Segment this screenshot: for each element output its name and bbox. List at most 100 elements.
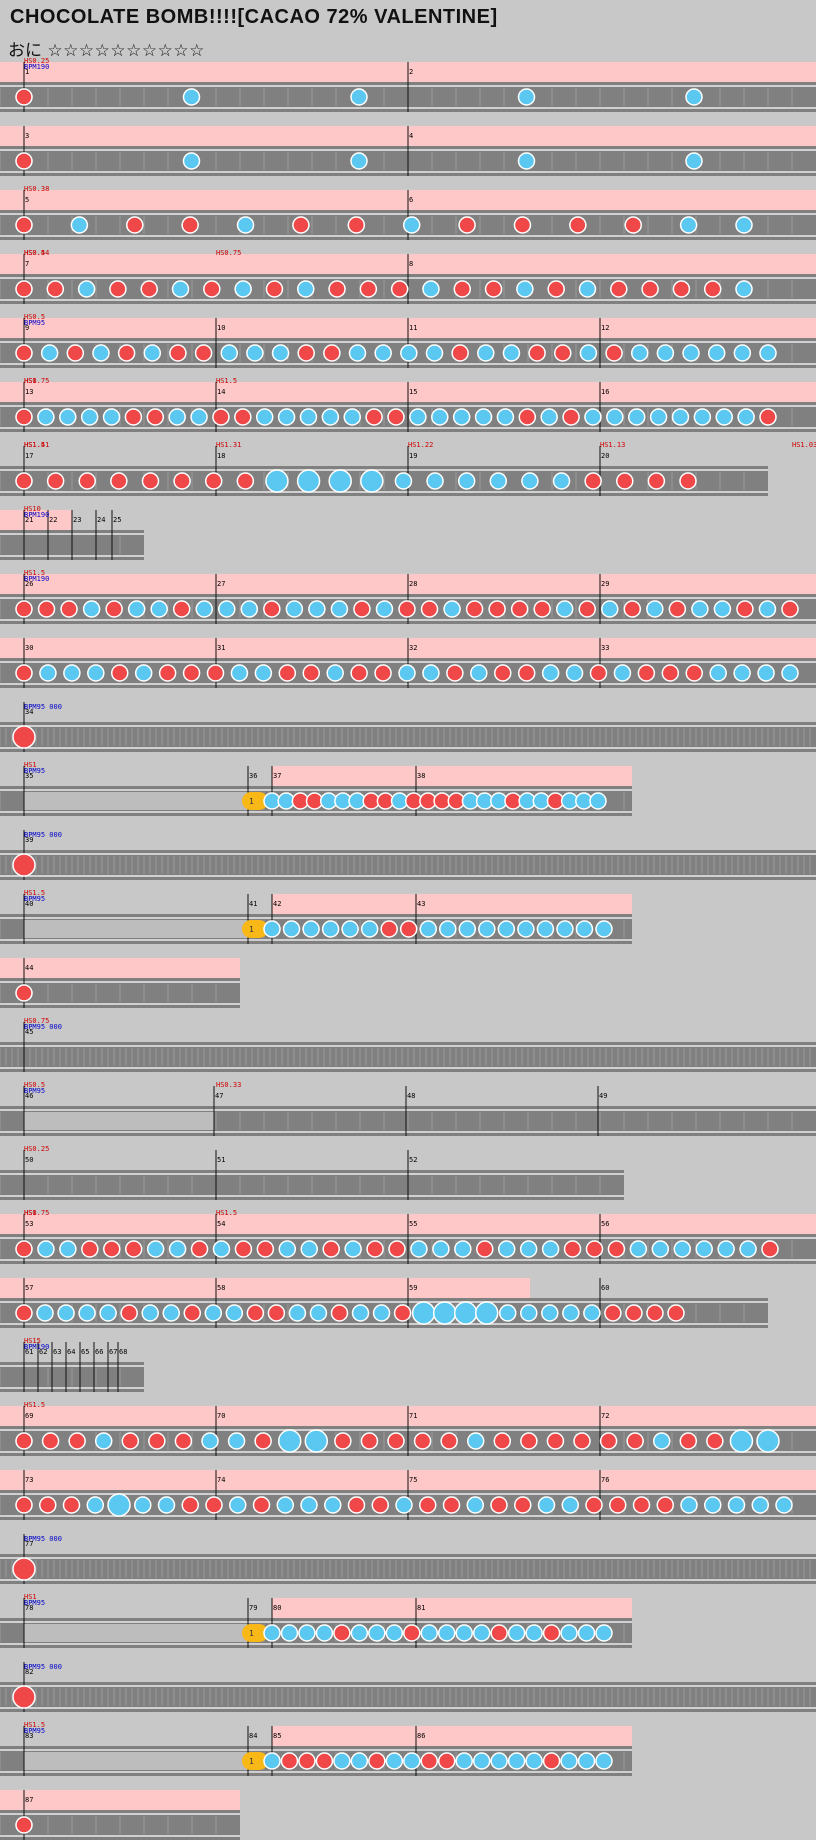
don-note — [15, 216, 33, 234]
don-note — [120, 1304, 138, 1322]
don-note — [111, 664, 129, 682]
don-note — [488, 600, 506, 618]
ka-note — [78, 1304, 96, 1322]
difficulty-label: おに — [8, 41, 42, 61]
ka-note — [781, 664, 799, 682]
measure-number: 57 — [25, 1284, 33, 1292]
don-note — [15, 1304, 33, 1322]
ka-note — [201, 1432, 219, 1450]
lane-edge-bottom — [0, 1131, 816, 1133]
chart-row: 50 51 52 HS0.25 — [0, 1145, 624, 1200]
ka-note — [521, 472, 539, 490]
measure-number: 73 — [25, 1476, 33, 1484]
don-note — [625, 1304, 643, 1322]
don-note — [656, 1496, 674, 1514]
ka-note — [422, 280, 440, 298]
ka-note — [309, 1304, 328, 1322]
measure-number: 12 — [601, 324, 609, 332]
ka-note — [70, 216, 89, 234]
bpm-label: BPM95 000 — [24, 1023, 62, 1031]
don-note — [623, 600, 642, 618]
ka-note — [350, 1752, 369, 1770]
measure-number: 30 — [25, 644, 33, 652]
don-note — [323, 344, 341, 362]
don-note — [584, 472, 602, 490]
ka-note — [141, 1304, 159, 1322]
ka-note — [195, 600, 213, 618]
don-note — [205, 1496, 223, 1514]
measure-number: 15 — [409, 388, 417, 396]
ka-note — [77, 280, 96, 298]
don-note — [140, 280, 158, 298]
don-note — [528, 344, 546, 362]
ka-note — [321, 408, 340, 426]
measure-number: 69 — [25, 1412, 33, 1420]
measure-number: 70 — [217, 1412, 225, 1420]
ka-note — [280, 1624, 299, 1642]
don-note — [589, 664, 608, 682]
chart-row: 5 6 HS0.38 — [0, 185, 816, 240]
ka-note — [733, 344, 752, 362]
don-note — [514, 1496, 532, 1514]
measure-number: 64 — [67, 1348, 75, 1356]
don-note — [437, 1752, 456, 1770]
don-note — [547, 280, 565, 298]
ka-note — [595, 1752, 613, 1770]
ka-note — [37, 408, 55, 426]
don-note — [110, 472, 128, 490]
measure-number: 50 — [25, 1156, 33, 1164]
don-note — [252, 1496, 271, 1514]
empty-measure-fill — [24, 1752, 248, 1770]
don-note — [204, 472, 223, 490]
don-note — [554, 344, 572, 362]
don-note — [546, 1432, 565, 1450]
ka-note — [426, 472, 444, 490]
ka-note — [737, 408, 755, 426]
ka-note — [236, 216, 255, 234]
don-note — [256, 1240, 275, 1258]
measure-number: 77 — [25, 1540, 33, 1548]
measure-number: 4 — [409, 132, 413, 140]
don-note — [62, 1496, 81, 1514]
measure-number: 71 — [409, 1412, 417, 1420]
don-note — [513, 216, 532, 234]
don-note — [328, 280, 346, 298]
don-note — [148, 1432, 166, 1450]
ka-note — [437, 1624, 456, 1642]
ka-note — [234, 280, 252, 298]
don-note — [121, 1432, 140, 1450]
lane-edge-bottom — [0, 1643, 632, 1645]
hs-label: HS1 — [24, 1209, 37, 1217]
don-note — [661, 664, 680, 682]
measure-number: 44 — [25, 964, 33, 972]
lane-edge-top — [0, 1813, 240, 1815]
ka-note — [540, 408, 558, 426]
gogo-band — [272, 766, 632, 788]
measure-number: 33 — [601, 644, 609, 652]
ka-note — [627, 408, 646, 426]
ka-note — [368, 1624, 386, 1642]
ka-note — [498, 1304, 517, 1322]
lane-edge-top — [0, 789, 632, 791]
measure-number: 16 — [601, 388, 609, 396]
ka-note — [472, 1752, 491, 1770]
ka-note — [63, 664, 81, 682]
bpm-label: BPM95 — [24, 319, 45, 327]
measure-number: 28 — [409, 580, 417, 588]
ka-note — [143, 344, 162, 362]
don-note — [183, 1304, 202, 1322]
ka-note — [507, 1624, 526, 1642]
don-note — [78, 472, 96, 490]
don-note — [15, 600, 33, 618]
ka-note — [431, 408, 449, 426]
big-ka-note — [432, 1301, 457, 1325]
lane-edge-top — [0, 853, 816, 855]
lane-edge-bottom — [0, 1323, 768, 1325]
ka-note — [326, 664, 344, 682]
ka-note — [579, 344, 598, 362]
bpm-label: BPM95 — [24, 1087, 45, 1095]
don-note — [267, 1304, 286, 1322]
measure-number: 20 — [601, 452, 609, 460]
ka-note — [589, 792, 607, 810]
